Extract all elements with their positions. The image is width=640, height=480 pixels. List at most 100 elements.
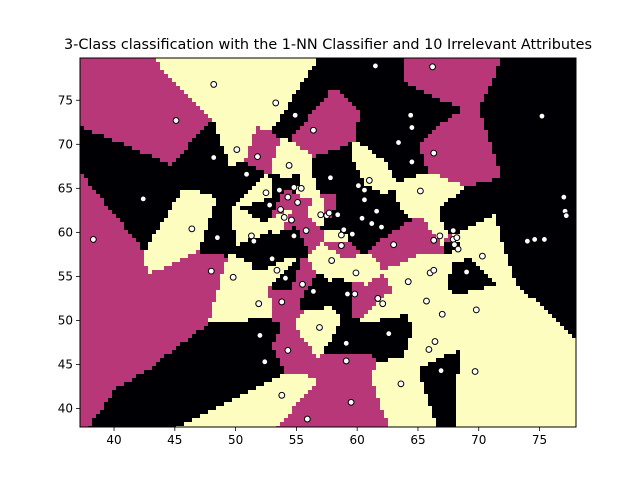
region-cell [100,410,209,415]
y-tick-label: 55 [58,270,73,284]
region-cell [80,178,89,183]
region-cell [252,138,281,143]
region-cell [352,142,361,147]
data-point [471,368,479,375]
data-point [472,306,480,314]
data-point [188,225,196,233]
region-cell [80,394,113,399]
data-point [303,415,311,423]
region-cell [316,186,373,191]
region-cell [80,414,97,419]
region-cell [152,238,205,243]
region-cell [272,170,313,175]
region-cell [468,226,501,231]
region-cell [348,98,441,103]
region-cell [288,102,321,107]
region-cell [276,338,305,343]
region-cell [80,374,137,379]
region-cell [384,410,433,415]
region-cell [268,290,305,295]
region-cell [80,226,125,231]
region-cell [428,402,457,407]
region-cell [208,218,233,223]
region-cell [116,214,169,219]
region-cell [80,250,145,255]
region-cell [228,158,245,163]
region-cell [304,78,405,83]
data-point [436,232,444,240]
region-cell [200,242,237,247]
region-cell [408,258,465,263]
region-cell [336,326,413,331]
region-cell [164,266,225,271]
region-cell [508,254,576,259]
region-cell [484,218,497,223]
region-cell [380,238,441,243]
region-cell [176,158,229,163]
region-cell [308,214,325,219]
region-cell [316,222,325,227]
region-cell [320,102,353,107]
region-cell [372,370,421,375]
region-cell [232,218,261,223]
region-cell [448,274,489,279]
region-cell [284,110,313,115]
region-cell [484,286,521,291]
region-cell [220,282,273,287]
region-cell [216,298,273,303]
region-cell [380,298,537,303]
region-cell [268,286,273,291]
region-cell [188,338,277,343]
region-cell [80,306,213,311]
region-cell [176,82,301,87]
region-cell [496,162,576,167]
region-cell [232,206,241,211]
region-cell [80,166,257,171]
region-cell [356,122,441,127]
region-cell [152,154,181,159]
region-cell [80,330,197,335]
region-cell [136,374,281,379]
region-cell [392,290,453,295]
region-cell [388,358,437,363]
region-cell [236,238,249,243]
region-cell [324,198,337,203]
region-cell [240,206,277,211]
region-cell [288,106,317,111]
region-cell [308,254,341,259]
region-cell [248,146,277,151]
region-cell [272,282,293,287]
region-cell [88,182,257,187]
region-cell [80,122,209,127]
region-cell [376,358,389,363]
x-tick-label: 55 [289,433,304,447]
region-cell [440,174,501,179]
region-cell [216,290,269,295]
region-cell [456,350,461,355]
data-point [431,338,439,345]
region-cell [300,174,313,179]
region-cell [452,234,501,239]
region-cell [80,182,89,187]
region-cell [284,258,297,263]
region-cell [456,238,501,243]
region-cell [104,402,225,407]
region-cell [252,142,281,147]
region-cell [280,362,377,367]
region-cell [400,226,429,231]
region-cell [104,202,173,207]
region-cell [80,410,101,415]
region-cell [272,378,317,383]
region-cell [344,278,373,283]
region-cell [248,150,277,155]
region-cell [460,230,501,235]
region-cell [328,90,341,95]
region-cell [144,370,285,375]
region-cell [340,146,353,151]
data-point [277,206,284,213]
data-point [395,139,402,146]
region-cell [272,286,293,291]
region-cell [496,222,576,227]
data-point [430,149,438,157]
region-cell [412,322,561,327]
